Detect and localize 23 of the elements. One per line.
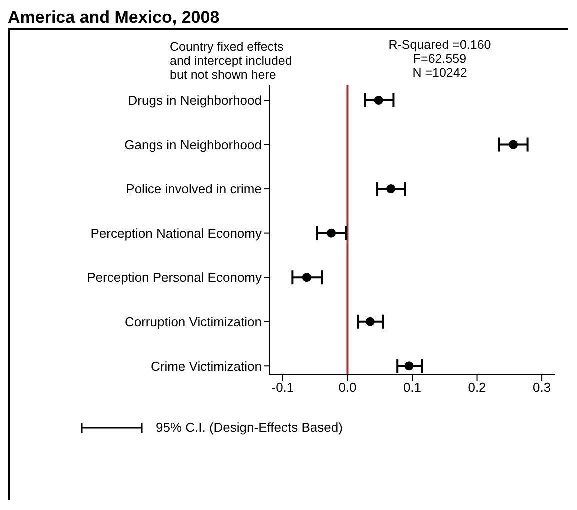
y-tick-label: Police involved in crime <box>126 182 262 197</box>
y-tick-label: Perception Personal Economy <box>87 270 262 286</box>
y-tick-label: Drugs in Neighborhood <box>128 93 262 108</box>
point <box>404 362 414 371</box>
text: Country fixed effects and intercept included but not shown here <box>170 40 292 82</box>
y-tick-label: Crime Victimization <box>150 358 262 374</box>
point <box>327 228 336 238</box>
point <box>302 273 312 282</box>
point <box>509 140 518 150</box>
y-tick-label: Perception National Economy <box>90 226 262 241</box>
point <box>374 96 384 105</box>
text: R-Squared =0.160 F=62.559 N =10242 <box>388 38 492 80</box>
point <box>386 184 396 194</box>
text: America and Mexico, 2008 <box>8 8 221 28</box>
legend-label: 95% C.I. (Design-Effects Based) <box>155 420 343 435</box>
x-tick-label: 0.3 <box>533 380 552 396</box>
x-tick-label: 0.1 <box>403 380 422 396</box>
x-tick-label: 0.0 <box>338 380 357 396</box>
point <box>366 317 375 326</box>
x-tick-label: -0.1 <box>272 380 294 396</box>
x-tick-label: 0.2 <box>468 380 486 396</box>
y-tick-label: Gangs in Neighborhood <box>124 137 262 152</box>
y-tick-label: Corruption Victimization <box>124 314 262 330</box>
